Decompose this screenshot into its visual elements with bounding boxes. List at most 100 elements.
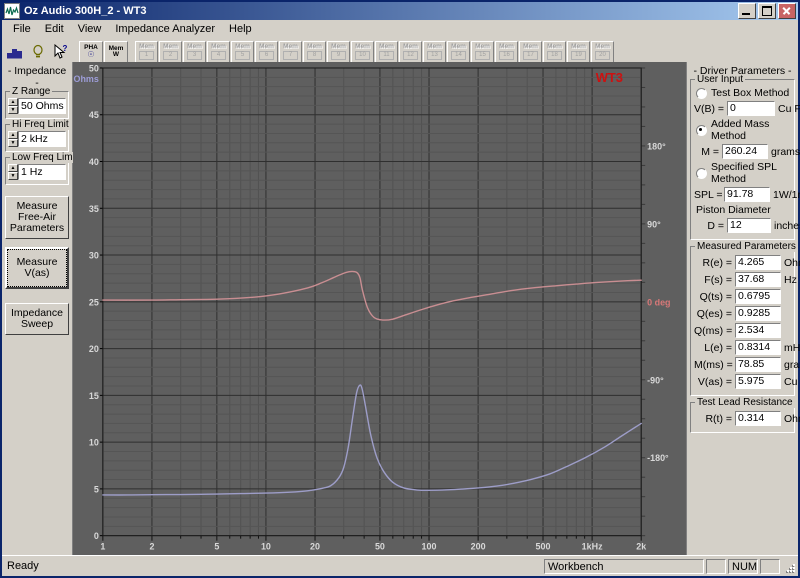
memory-slot-number: 8: [307, 51, 322, 61]
memory-slot-button[interactable]: Mem 5: [231, 40, 254, 64]
driver-parameters-panel: - Driver Parameters - User Input Test Bo…: [686, 62, 800, 556]
memory-slot-button[interactable]: Mem 7: [279, 40, 302, 64]
vas-field[interactable]: 5.975: [735, 374, 781, 389]
memory-slot-label: Mem: [403, 42, 418, 50]
piston-diameter-field[interactable]: 12: [727, 218, 771, 233]
memory-slot-label: Mem: [163, 42, 178, 50]
added-mass-field[interactable]: 260.24: [722, 144, 768, 159]
y-axis-label: Ohms: [74, 74, 99, 84]
memory-slot-number: 4: [211, 51, 226, 61]
menu-impedance-analyzer[interactable]: Impedance Analyzer: [115, 23, 216, 35]
menu-edit[interactable]: Edit: [44, 23, 64, 35]
y-axis-tick-label: 35: [89, 204, 99, 214]
low-freq-limit-value[interactable]: 1 Hz: [18, 164, 66, 180]
memory-slot-button[interactable]: Mem 10: [351, 40, 374, 64]
memory-slot-number: 18: [547, 51, 562, 61]
le-field[interactable]: 0.8314: [735, 340, 781, 355]
menu-file[interactable]: File: [13, 23, 31, 35]
low-freq-limit-stepper[interactable]: ▲ ▼: [8, 164, 18, 180]
x-axis-tick-label: 100: [422, 542, 437, 552]
qms-field-label: Q(ms) =: [694, 324, 733, 337]
hi-freq-limit-stepper[interactable]: ▲ ▼: [8, 131, 18, 147]
y-axis-tick-label: 30: [89, 251, 99, 261]
specified-spl-method-radio[interactable]: Specified SPL Method: [696, 161, 791, 185]
qts-field[interactable]: 0.6795: [735, 289, 781, 304]
memory-slot-label: Mem: [283, 42, 298, 50]
memory-slot-button[interactable]: Mem 18: [543, 40, 566, 64]
memory-slot-button[interactable]: Mem 3: [183, 40, 206, 64]
memory-slot-label: Mem: [235, 42, 250, 50]
memory-slot-button[interactable]: Mem 19: [567, 40, 590, 64]
re-field[interactable]: 4.265: [735, 255, 781, 270]
x-axis-tick-label: 20: [310, 542, 320, 552]
svg-text:?: ?: [63, 44, 68, 53]
phase-axis-tick-label: -180°: [647, 453, 669, 463]
radio-icon-added-mass: [696, 124, 707, 136]
mms-field[interactable]: 78.85: [735, 357, 781, 372]
added-mass-method-label: Added Mass Method: [711, 118, 770, 142]
mms-field-row: M(ms) =78.85grams: [694, 357, 800, 372]
x-axis-tick-label: 200: [471, 542, 486, 552]
memory-slot-button[interactable]: Mem 4: [207, 40, 230, 64]
memory-slot-label: Mem: [523, 42, 538, 50]
memory-slot-number: 14: [451, 51, 466, 61]
measure-free-air-parameters-button[interactable]: Measure Free-Air Parameters: [5, 196, 69, 239]
minimize-button[interactable]: [738, 3, 756, 19]
memory-slot-button[interactable]: Mem 14: [447, 40, 470, 64]
measure-vas-button[interactable]: Measure V(as): [5, 247, 69, 289]
spl-field[interactable]: 91.78: [724, 187, 770, 202]
impedance-chart[interactable]: 0 5 10 15 20 25 30 35 40 45 50 Ohms -180° -90° 0 deg 90…: [73, 62, 686, 556]
test-box-method-radio[interactable]: Test Box Method: [696, 87, 791, 99]
y-axis-tick-label: 40: [89, 157, 99, 167]
memory-slot-button[interactable]: Mem 20: [591, 40, 614, 64]
hi-freq-limit-group: Hi Freq Limit ▲ ▼ 2 kHz: [5, 119, 71, 152]
plot-icon[interactable]: [4, 41, 26, 63]
app-icon: [4, 3, 20, 19]
rt-field-unit: Ohms: [784, 412, 800, 425]
vb-field[interactable]: 0: [727, 101, 775, 116]
impedance-sweep-button[interactable]: Impedance Sweep: [5, 303, 69, 335]
memory-slot-button[interactable]: Mem 13: [423, 40, 446, 64]
qms-field[interactable]: 2.534: [735, 323, 781, 338]
resize-grip[interactable]: [782, 559, 796, 573]
memory-slot-label: Mem: [379, 42, 394, 50]
memory-slot-label: Mem: [595, 42, 610, 50]
z-range-stepper[interactable]: ▲ ▼: [8, 98, 18, 114]
le-field-label: L(e) =: [704, 341, 732, 354]
test-box-method-label: Test Box Method: [711, 87, 790, 99]
memory-slot-button[interactable]: Mem 15: [471, 40, 494, 64]
memory-slot-button[interactable]: Mem 8: [303, 40, 326, 64]
close-button[interactable]: [778, 3, 796, 19]
memory-slot-button[interactable]: Mem 6: [255, 40, 278, 64]
memory-slot-button[interactable]: Mem 11: [375, 40, 398, 64]
rt-field[interactable]: 0.314: [735, 411, 781, 426]
memory-slot-button[interactable]: Mem 9: [327, 40, 350, 64]
fs-field[interactable]: 37.68: [735, 272, 781, 287]
phase-button[interactable]: PHA ☉: [79, 40, 103, 64]
z-range-value[interactable]: 50 Ohms: [18, 98, 66, 114]
watermark-label: WT3: [596, 70, 623, 85]
maximize-button[interactable]: [758, 3, 776, 19]
status-spacer: [706, 558, 726, 574]
memory-slot-button[interactable]: Mem 1: [135, 40, 158, 64]
toolbar-separator: [73, 42, 78, 62]
y-axis-tick-label: 20: [89, 344, 99, 354]
qes-field[interactable]: 0.9285: [735, 306, 781, 321]
memory-slot-button[interactable]: Mem 16: [495, 40, 518, 64]
help-icon[interactable]: [27, 41, 49, 63]
memory-slot-button[interactable]: Mem 2: [159, 40, 182, 64]
memory-write-label: Mem: [108, 44, 124, 52]
menu-view[interactable]: View: [77, 23, 102, 35]
memory-write-button[interactable]: Mem W: [104, 40, 128, 64]
x-axis-tick-label: 5: [214, 542, 219, 552]
piston-diameter-row: D = 12 inches: [694, 218, 800, 233]
vb-unit: Cu Ft: [778, 102, 800, 115]
hi-freq-limit-value[interactable]: 2 kHz: [18, 131, 66, 147]
memory-slot-button[interactable]: Mem 12: [399, 40, 422, 64]
context-help-icon[interactable]: ?: [50, 41, 72, 63]
added-mass-method-radio[interactable]: Added Mass Method: [696, 118, 791, 142]
menu-help[interactable]: Help: [229, 23, 252, 35]
memory-slot-button[interactable]: Mem 17: [519, 40, 542, 64]
memory-slot-label: Mem: [451, 42, 466, 50]
